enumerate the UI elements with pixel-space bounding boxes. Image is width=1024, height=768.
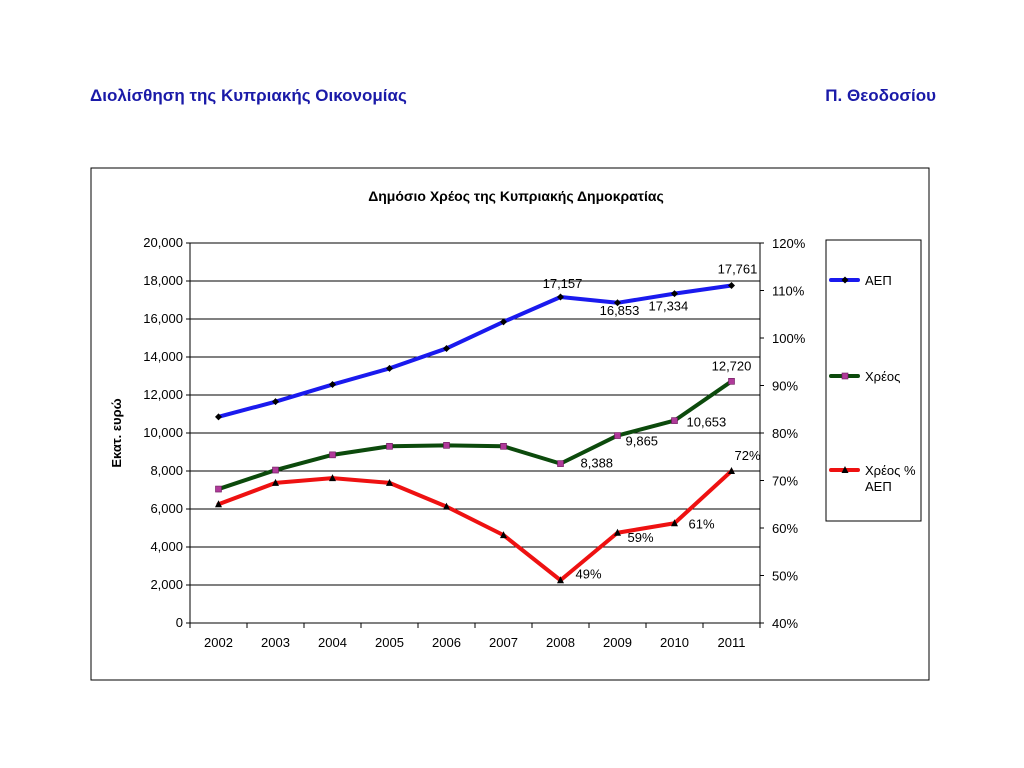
y-tick-label: 12,000 xyxy=(143,387,183,402)
data-label: 17,334 xyxy=(649,299,689,314)
x-tick-label: 2003 xyxy=(261,635,290,650)
series-line xyxy=(216,283,734,419)
data-point xyxy=(215,500,222,508)
data-point xyxy=(329,381,336,389)
legend-marker xyxy=(841,276,849,284)
data-point xyxy=(215,413,222,421)
x-tick-label: 2011 xyxy=(718,635,746,650)
data-point xyxy=(215,485,222,493)
y-tick-label: 4,000 xyxy=(150,539,183,554)
data-label: 17,761 xyxy=(718,262,758,277)
data-point xyxy=(272,466,279,474)
y-tick-label: 0 xyxy=(176,615,183,630)
y2-tick-label: 70% xyxy=(772,474,798,489)
chart-title: Δημόσιο Χρέος της Κυπριακής Δημοκρατίας xyxy=(368,188,664,204)
y-tick-label: 16,000 xyxy=(143,311,183,326)
data-point xyxy=(614,299,621,307)
y2-tick-label: 100% xyxy=(772,331,806,346)
y2-tick-label: 120% xyxy=(772,236,806,251)
legend-label: ΑΕΠ xyxy=(865,273,892,288)
data-label: 59% xyxy=(628,530,654,545)
data-label: 49% xyxy=(576,566,602,581)
y2-tick-label: 60% xyxy=(772,521,798,536)
data-point xyxy=(671,417,678,424)
y2-tick-label: 80% xyxy=(772,426,798,441)
data-label: 9,865 xyxy=(626,434,659,449)
data-point xyxy=(500,531,507,539)
data-point xyxy=(728,378,735,385)
legend-marker xyxy=(841,466,849,473)
data-point xyxy=(386,442,393,450)
data-point xyxy=(557,293,564,301)
y-tick-label: 2,000 xyxy=(150,577,183,592)
data-label: 61% xyxy=(689,516,715,531)
legend-label: Χρέος xyxy=(865,369,900,384)
data-point xyxy=(614,432,621,439)
legend-label: Χρέος % ΑΕΠ xyxy=(865,463,916,494)
data-point xyxy=(500,318,507,326)
y-tick-label: 20,000 xyxy=(143,235,183,250)
data-point xyxy=(728,467,735,474)
y2-tick-label: 40% xyxy=(772,616,798,631)
data-point xyxy=(386,478,393,486)
y2-tick-label: 90% xyxy=(772,379,798,394)
series-line xyxy=(216,469,734,583)
data-point xyxy=(614,528,621,536)
x-tick-label: 2009 xyxy=(603,635,632,650)
x-tick-label: 2005 xyxy=(375,635,404,650)
data-point xyxy=(671,290,678,298)
data-label: 17,157 xyxy=(543,276,583,291)
y-tick-label: 10,000 xyxy=(143,425,183,440)
y2-tick-label: 50% xyxy=(772,569,798,584)
data-point xyxy=(386,364,393,372)
data-point xyxy=(500,442,507,450)
data-point xyxy=(443,442,450,449)
data-point xyxy=(272,478,279,486)
x-tick-label: 2008 xyxy=(546,635,575,650)
data-point xyxy=(329,474,336,482)
x-tick-label: 2004 xyxy=(318,635,347,650)
y-axis-label: Εκατ. ευρώ xyxy=(109,398,124,467)
x-tick-label: 2010 xyxy=(660,635,689,650)
data-point xyxy=(443,344,450,352)
y-tick-label: 6,000 xyxy=(150,501,183,516)
legend-marker xyxy=(841,372,849,380)
data-point xyxy=(728,282,735,290)
data-label: 12,720 xyxy=(712,358,752,373)
x-tick-label: 2006 xyxy=(432,635,461,650)
legend: ΑΕΠ Χρέος Χρέος % ΑΕΠ xyxy=(825,239,922,522)
y-tick-label: 18,000 xyxy=(143,273,183,288)
data-label: 72% xyxy=(734,448,760,463)
y-tick-label: 8,000 xyxy=(150,463,183,478)
data-point xyxy=(671,519,678,527)
y-tick-label: 14,000 xyxy=(143,349,183,364)
data-label: 10,653 xyxy=(687,415,727,430)
data-point xyxy=(272,398,279,406)
legend-box xyxy=(825,239,922,522)
presentation-title: Διολίσθηση της Κυπριακής Οικονομίας xyxy=(90,86,407,105)
y2-tick-label: 110% xyxy=(772,284,805,299)
series-line xyxy=(216,379,734,492)
data-label: 8,388 xyxy=(581,456,614,471)
data-point xyxy=(443,502,450,510)
plot-area: 0 2,000 4,000 6,000 8,000 10,000 12,000 14,000 1… xyxy=(143,235,805,650)
data-point xyxy=(329,451,336,459)
author-name: Π. Θεοδοσίου xyxy=(825,86,936,105)
data-label: 16,853 xyxy=(600,303,640,318)
x-tick-label: 2002 xyxy=(204,635,233,650)
data-point xyxy=(557,576,564,584)
data-point xyxy=(557,460,564,467)
x-tick-label: 2007 xyxy=(489,635,518,650)
